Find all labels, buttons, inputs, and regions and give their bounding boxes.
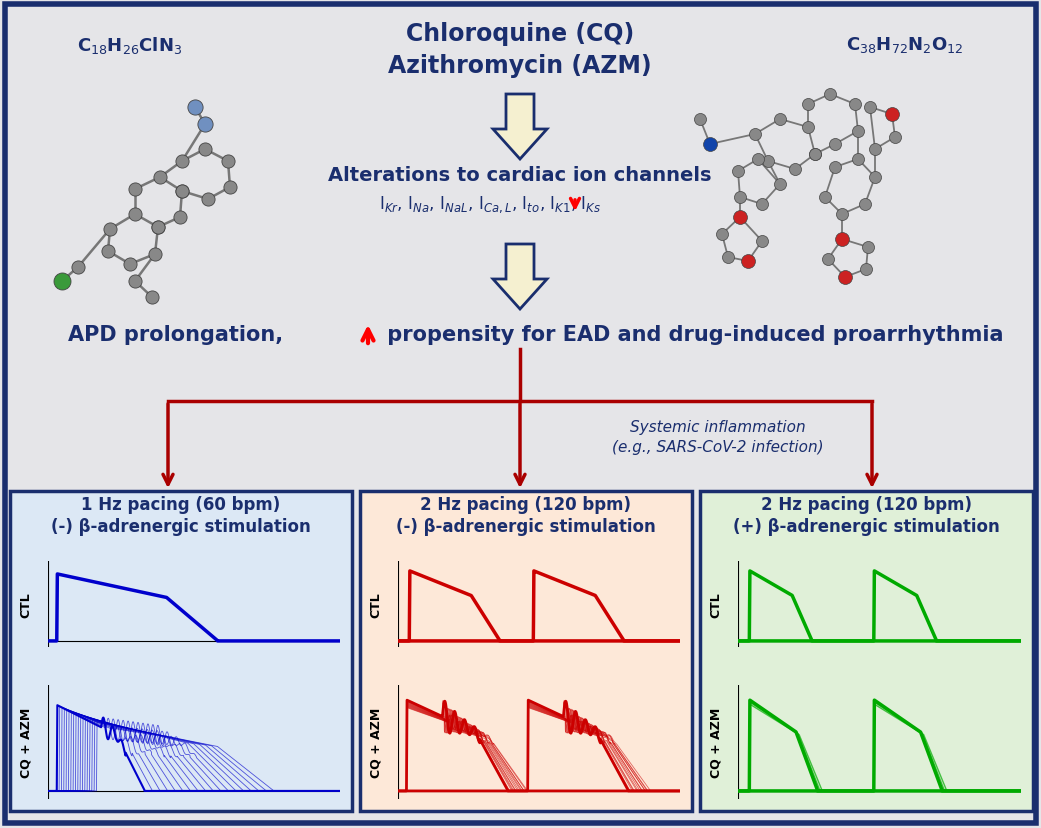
Point xyxy=(858,263,874,277)
Point xyxy=(732,191,748,205)
Text: C$_{18}$H$_{26}$ClN$_3$: C$_{18}$H$_{26}$ClN$_3$ xyxy=(77,35,182,56)
Point xyxy=(144,291,160,304)
Point xyxy=(819,253,836,267)
Point xyxy=(837,271,854,284)
Point xyxy=(70,261,86,274)
Point xyxy=(807,148,823,161)
Point xyxy=(150,221,167,234)
Point xyxy=(771,178,788,191)
Text: I$_{Kr}$, I$_{Na}$, I$_{NaL}$, I$_{Ca,L}$, I$_{to}$, I$_{K1}$, I$_{Ks}$: I$_{Kr}$, I$_{Na}$, I$_{NaL}$, I$_{Ca,L}… xyxy=(379,195,602,215)
Text: CQ + AZM: CQ + AZM xyxy=(710,707,722,777)
Point xyxy=(849,153,866,166)
Point xyxy=(150,221,167,234)
Point xyxy=(867,171,884,185)
Point xyxy=(54,275,71,288)
Point xyxy=(827,161,843,175)
Point xyxy=(222,181,238,195)
Text: CTL: CTL xyxy=(710,591,722,617)
Point xyxy=(760,155,777,168)
Point xyxy=(862,101,879,114)
Point xyxy=(787,163,804,176)
Point xyxy=(127,208,144,221)
Point xyxy=(197,143,213,156)
Point xyxy=(732,211,748,224)
Point xyxy=(186,101,203,114)
Point xyxy=(834,208,850,221)
Point xyxy=(750,153,766,166)
Point xyxy=(799,121,816,134)
Point xyxy=(127,275,144,288)
Text: Chloroquine (CQ)
Azithromycin (AZM): Chloroquine (CQ) Azithromycin (AZM) xyxy=(388,22,652,78)
Point xyxy=(730,165,746,178)
Text: CTL: CTL xyxy=(20,591,32,617)
Text: Alterations to cardiac ion channels: Alterations to cardiac ion channels xyxy=(328,166,712,185)
Point xyxy=(174,155,191,168)
Text: CQ + AZM: CQ + AZM xyxy=(370,707,382,777)
Bar xyxy=(10,491,352,811)
Text: C$_{38}$H$_{72}$N$_2$O$_{12}$: C$_{38}$H$_{72}$N$_2$O$_{12}$ xyxy=(846,35,964,55)
Point xyxy=(746,128,763,142)
Point xyxy=(754,198,770,211)
Point xyxy=(771,113,788,127)
Point xyxy=(846,99,863,112)
Point xyxy=(220,155,236,168)
Point xyxy=(827,138,843,152)
Point xyxy=(817,191,834,205)
FancyArrow shape xyxy=(493,95,547,160)
Point xyxy=(127,183,144,196)
FancyArrow shape xyxy=(493,245,547,310)
Bar xyxy=(700,491,1033,811)
Point xyxy=(740,255,757,268)
Point xyxy=(691,113,708,127)
Point xyxy=(174,185,191,199)
Text: CTL: CTL xyxy=(370,591,382,617)
Point xyxy=(147,248,163,262)
Text: propensity for EAD and drug-induced proarrhythmia: propensity for EAD and drug-induced proa… xyxy=(380,325,1004,344)
Text: 2 Hz pacing (120 bpm)
(+) β-adrenergic stimulation: 2 Hz pacing (120 bpm) (+) β-adrenergic s… xyxy=(733,495,999,536)
Point xyxy=(857,198,873,211)
Point xyxy=(849,125,866,138)
Point xyxy=(702,138,718,152)
Point xyxy=(807,148,823,161)
Point xyxy=(887,131,904,144)
Text: Systemic inflammation: Systemic inflammation xyxy=(630,420,806,435)
Point xyxy=(719,251,736,264)
Point xyxy=(100,245,117,258)
Point xyxy=(102,223,119,236)
Point xyxy=(197,118,213,132)
Text: 1 Hz pacing (60 bpm)
(-) β-adrenergic stimulation: 1 Hz pacing (60 bpm) (-) β-adrenergic st… xyxy=(51,495,311,536)
Point xyxy=(172,211,188,224)
Point xyxy=(174,185,191,199)
Text: 2 Hz pacing (120 bpm)
(-) β-adrenergic stimulation: 2 Hz pacing (120 bpm) (-) β-adrenergic s… xyxy=(397,495,656,536)
Point xyxy=(867,143,884,156)
Point xyxy=(754,235,770,248)
Point xyxy=(834,233,850,247)
Point xyxy=(860,241,877,254)
Text: APD prolongation,: APD prolongation, xyxy=(68,325,283,344)
Bar xyxy=(360,491,692,811)
Text: CQ + AZM: CQ + AZM xyxy=(20,707,32,777)
Point xyxy=(714,228,731,241)
FancyBboxPatch shape xyxy=(21,51,269,268)
Point xyxy=(152,171,169,185)
Point xyxy=(884,108,900,122)
Point xyxy=(122,258,138,272)
FancyBboxPatch shape xyxy=(691,51,1024,294)
Point xyxy=(821,89,838,102)
Point xyxy=(200,193,217,206)
Text: (e.g., SARS-CoV-2 infection): (e.g., SARS-CoV-2 infection) xyxy=(612,440,823,455)
Point xyxy=(799,99,816,112)
